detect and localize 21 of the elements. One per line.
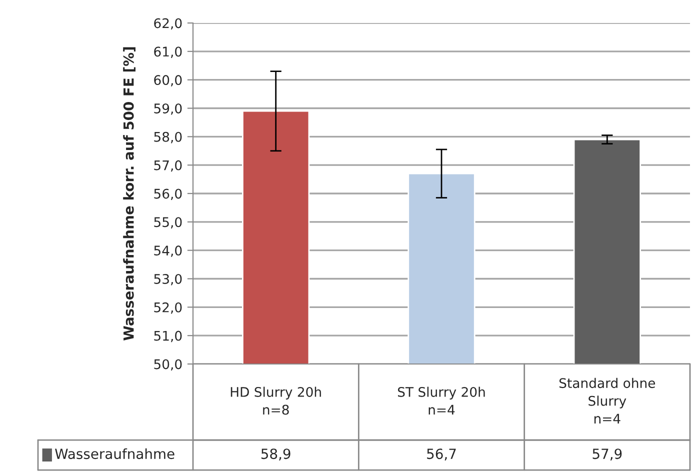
data-label: 58,9 [261,448,290,460]
y-tick-label: 58,0 [154,132,182,144]
y-tick-label: 57,0 [154,160,182,172]
y-tick-label: 51,0 [154,330,182,342]
y-tick-label: 62,0 [154,18,182,30]
x-tick-label: Standard ohne Slurry n=4 [559,378,656,424]
y-tick-label: 56,0 [154,188,182,200]
y-tick-label: 54,0 [154,246,182,257]
y-tick-label: 60,0 [154,75,182,86]
x-tick-label: ST Slurry 20h n=4 [398,386,485,415]
y-tick-label: 55,0 [154,217,182,228]
y-tick-label: 52,0 [154,302,182,314]
x-tick-label: HD Slurry 20h n=8 [230,386,321,415]
y-tick-label: 61,0 [154,46,182,58]
y-tick-label: 50,0 [154,359,182,371]
y-axis-title: Wasseraufnahme korr. auf 500 FE [%] [123,47,136,340]
y-tick-label: 53,0 [154,274,182,286]
legend-label: Wasseraufnahme [55,448,174,460]
data-label: 57,9 [592,448,622,460]
data-label: 56,7 [427,448,456,460]
y-tick-label: 59,0 [154,103,182,115]
